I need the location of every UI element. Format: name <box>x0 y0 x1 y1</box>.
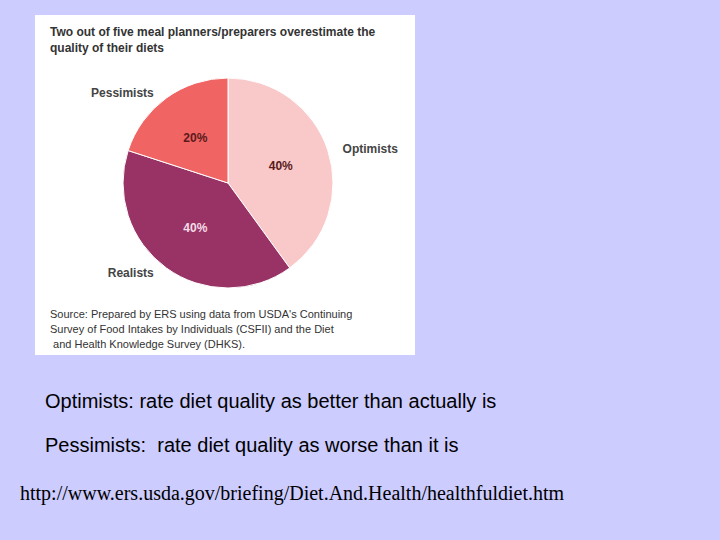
svg-text:Source: Prepared by ERS using: Source: Prepared by ERS using data from … <box>50 308 355 320</box>
svg-text:Optimists: Optimists <box>343 142 399 156</box>
svg-text:Pessimists: Pessimists <box>91 86 154 100</box>
svg-text:Two out of five meal planners/: Two out of five meal planners/preparers … <box>50 25 379 39</box>
svg-text:Realists: Realists <box>108 266 154 280</box>
html-text:Optimists: rate diet quality a: Optimists: rate diet quality as better t… <box>45 390 497 412</box>
svg-text:and Health Knowledge Survey (D: and Health Knowledge Survey (DHKS). <box>50 338 245 350</box>
svg-text:quality of their diets: quality of their diets <box>50 41 164 55</box>
svg-text:20%: 20% <box>183 131 207 145</box>
svg-text:Survey of Food Intakes by Indi: Survey of Food Intakes by Individuals (C… <box>50 323 334 335</box>
html-text:Pessimists: rate diet quality: Pessimists: rate diet quality as worse t… <box>45 434 459 456</box>
html-text:http://www.ers.usda.gov/briefi: http://www.ers.usda.gov/briefing/Diet.An… <box>20 482 565 504</box>
svg-text:40%: 40% <box>183 221 207 235</box>
svg-text:40%: 40% <box>269 159 293 173</box>
